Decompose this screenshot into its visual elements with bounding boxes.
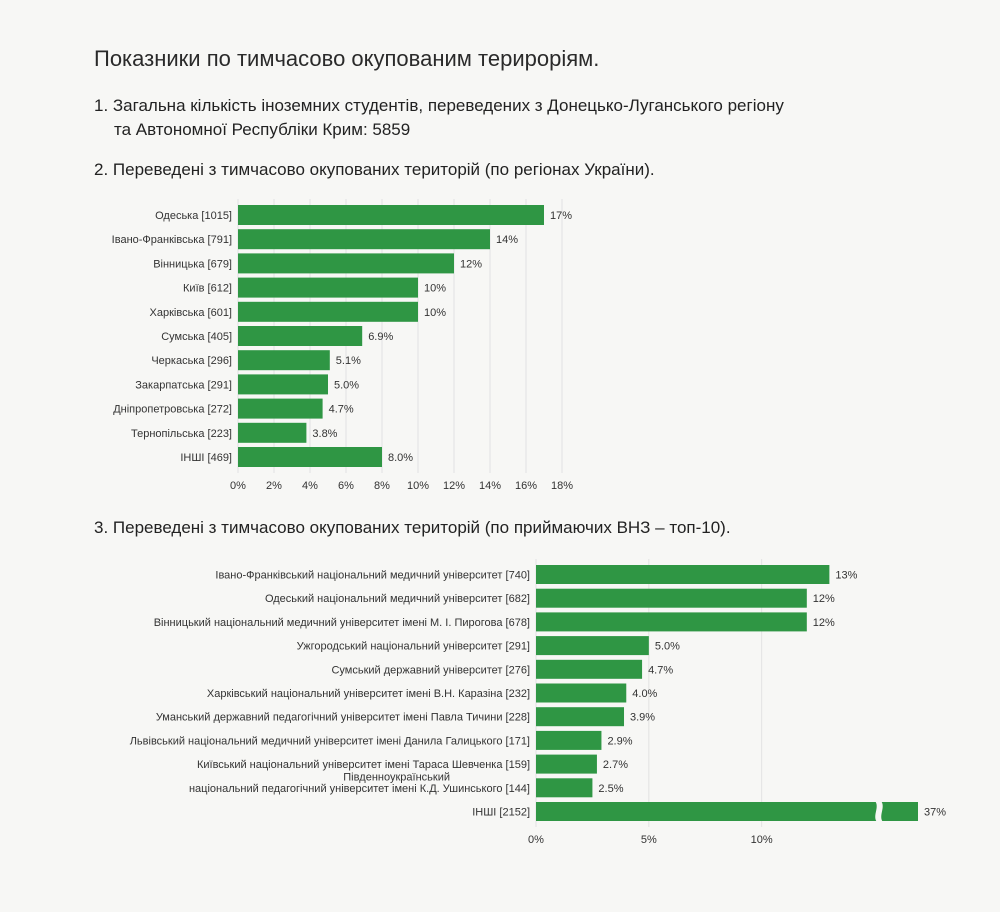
c0-bar bbox=[238, 205, 544, 225]
c1-bar bbox=[536, 802, 918, 821]
c1-data-label: 37% bbox=[924, 807, 946, 819]
c0-tick-label: 0% bbox=[230, 480, 246, 492]
c1-category-label: Уманський державний педагогічний універс… bbox=[156, 712, 530, 724]
total-line-2: та Автономної Республіки Крим: 5859 bbox=[114, 120, 411, 139]
c0-tick-label: 8% bbox=[374, 480, 390, 492]
c1-bar bbox=[536, 659, 643, 679]
c0-bar bbox=[238, 350, 330, 371]
c0-category-label: Харківська [601] bbox=[150, 307, 232, 319]
c0-tick-label: 12% bbox=[443, 480, 465, 492]
c1-category-label: ІНШІ [2152] bbox=[472, 807, 530, 819]
c1-bar bbox=[536, 588, 807, 608]
c0-bar bbox=[238, 229, 490, 250]
c1-category-label: Івано-Франківський національний медичний… bbox=[215, 570, 530, 582]
total-line-1: 1. Загальна кількість іноземних студенті… bbox=[94, 96, 784, 115]
c1-bar bbox=[536, 612, 807, 632]
c0-bar bbox=[238, 422, 307, 443]
c1-tick-label: 10% bbox=[751, 834, 773, 846]
c1-tick-label: 5% bbox=[641, 834, 657, 846]
c0-bar bbox=[238, 398, 323, 419]
c1-data-label: 13% bbox=[835, 570, 857, 582]
c1-tick-label: 0% bbox=[528, 834, 544, 846]
c1-category-label: Південноукраїнський bbox=[343, 771, 450, 783]
c0-bar bbox=[238, 326, 363, 346]
c1-category-label: Київський національний університет імені… bbox=[197, 759, 530, 771]
c0-bar bbox=[238, 277, 418, 298]
c1-category-label: Львівський національний медичний універс… bbox=[130, 735, 530, 747]
c1-bar bbox=[536, 683, 627, 703]
c0-data-label: 5.1% bbox=[336, 355, 361, 367]
c1-bar bbox=[536, 565, 830, 584]
c1-data-label: 4.7% bbox=[648, 664, 673, 676]
c0-bar bbox=[238, 253, 454, 274]
c0-category-label: Одеська [1015] bbox=[155, 210, 232, 222]
c1-bar bbox=[536, 754, 597, 774]
c1-bar bbox=[536, 778, 593, 798]
c0-data-label: 4.7% bbox=[329, 404, 354, 416]
c0-tick-label: 4% bbox=[302, 480, 318, 492]
c0-data-label: 17% bbox=[550, 210, 572, 222]
c1-category-label: Одеський національний медичний університ… bbox=[265, 593, 530, 605]
c0-category-label: Дніпропетровська [272] bbox=[113, 404, 232, 416]
c1-data-label: 5.0% bbox=[655, 641, 680, 653]
c0-tick-label: 18% bbox=[551, 480, 573, 492]
c1-bar bbox=[536, 636, 649, 656]
c1-data-label: 2.7% bbox=[603, 759, 628, 771]
c1-data-label: 3.9% bbox=[630, 712, 655, 724]
c1-category-label: Харківський національний університет іме… bbox=[207, 688, 530, 700]
c0-data-label: 6.9% bbox=[368, 331, 393, 343]
c0-tick-label: 2% bbox=[266, 480, 282, 492]
c1-axis-break bbox=[875, 801, 883, 822]
c0-tick-label: 16% bbox=[515, 480, 537, 492]
c0-category-label: Вінницька [679] bbox=[153, 258, 232, 270]
c1-bar bbox=[536, 730, 602, 750]
c0-bar bbox=[238, 447, 382, 467]
c0-tick-label: 14% bbox=[479, 480, 501, 492]
c1-data-label: 2.9% bbox=[607, 735, 632, 747]
chart-regions-title: 2. Переведені з тимчасово окупованих тер… bbox=[94, 160, 655, 179]
c0-tick-label: 6% bbox=[338, 480, 354, 492]
c0-category-label: Тернопільська [223] bbox=[131, 428, 232, 440]
c0-tick-label: 10% bbox=[407, 480, 429, 492]
c0-data-label: 5.0% bbox=[334, 379, 359, 391]
c1-category-label: Вінницький національний медичний універс… bbox=[154, 617, 530, 629]
c0-category-label: ІНШІ [469] bbox=[180, 452, 232, 464]
c0-data-label: 12% bbox=[460, 258, 482, 270]
c1-bar bbox=[536, 707, 625, 727]
c0-data-label: 14% bbox=[496, 234, 518, 246]
total-students-text: 1. Загальна кількість іноземних студенті… bbox=[94, 94, 784, 142]
c1-category-label: Сумський державний університет [276] bbox=[331, 664, 530, 676]
c1-category-label: національний педагогічний університет ім… bbox=[189, 783, 530, 795]
c1-category-label: Ужгородський національний університет [2… bbox=[297, 641, 530, 653]
c0-category-label: Черкаська [296] bbox=[151, 355, 232, 367]
c1-data-label: 12% bbox=[813, 617, 835, 629]
c0-bar bbox=[238, 374, 328, 395]
c1-data-label: 4.0% bbox=[632, 688, 657, 700]
c0-data-label: 3.8% bbox=[312, 428, 337, 440]
c0-category-label: Сумська [405] bbox=[161, 331, 232, 343]
c0-category-label: Київ [612] bbox=[183, 283, 232, 295]
c0-bar bbox=[238, 301, 418, 322]
c0-data-label: 10% bbox=[424, 307, 446, 319]
page-title: Показники по тимчасово окупованим териро… bbox=[94, 46, 600, 71]
c1-data-label: 2.5% bbox=[598, 783, 623, 795]
chart-universities-title: 3. Переведені з тимчасово окупованих тер… bbox=[94, 518, 731, 537]
c0-category-label: Івано-Франківська [791] bbox=[112, 234, 232, 246]
c1-data-label: 12% bbox=[813, 593, 835, 605]
c0-category-label: Закарпатська [291] bbox=[135, 379, 232, 391]
c0-data-label: 8.0% bbox=[388, 452, 413, 464]
c0-data-label: 10% bbox=[424, 283, 446, 295]
